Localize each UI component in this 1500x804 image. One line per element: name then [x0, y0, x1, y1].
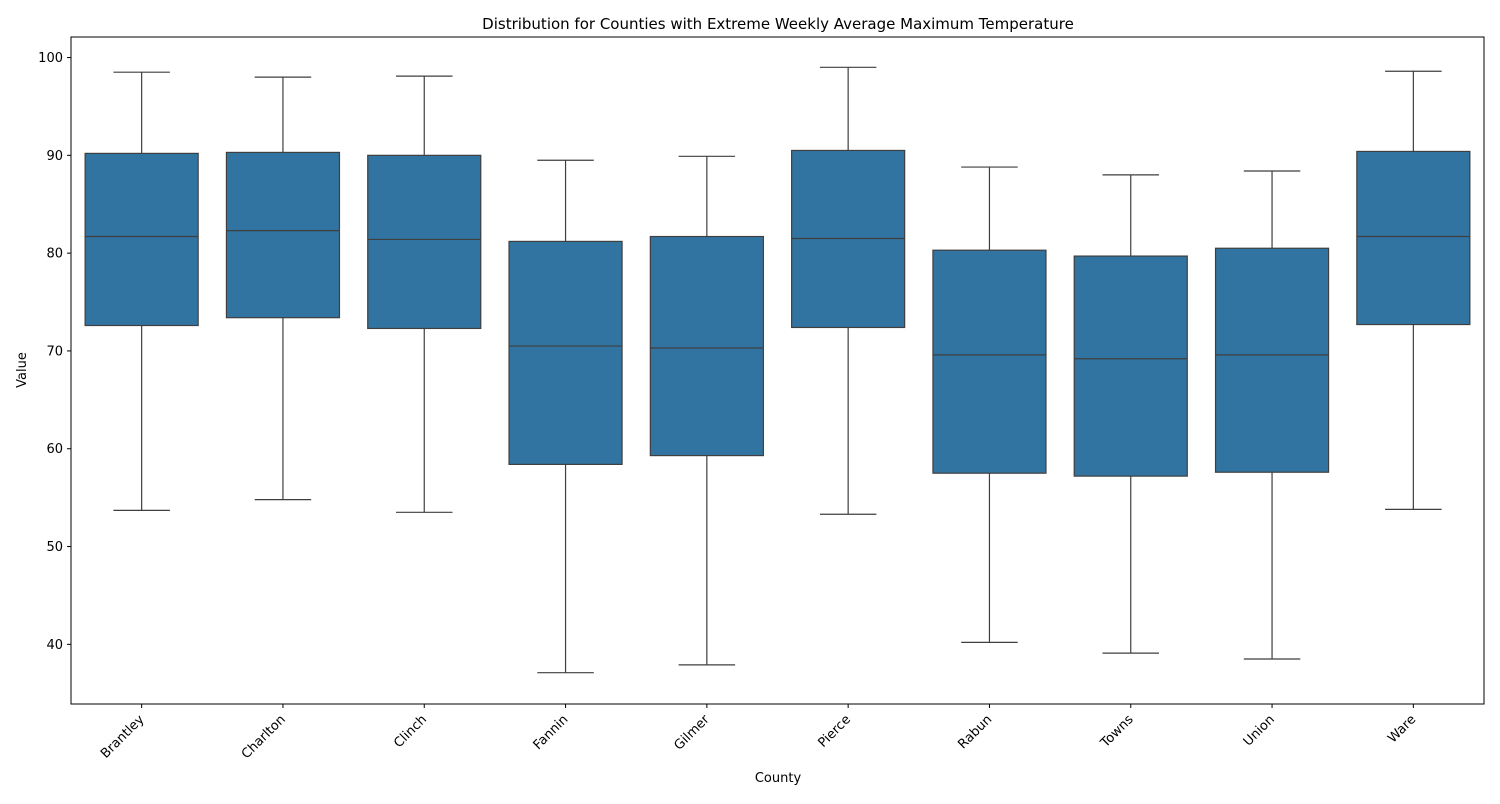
x-tick-label: Clinch	[391, 712, 430, 751]
x-tick-label: Union	[1241, 712, 1278, 749]
iqr-box	[1214, 247, 1330, 473]
iqr-box	[1356, 150, 1471, 326]
x-tick-label: Fannin	[531, 712, 572, 753]
boxes-layer	[84, 66, 1471, 674]
iqr-box	[1073, 255, 1188, 477]
iqr-box	[367, 154, 482, 330]
iqr-box	[649, 235, 764, 457]
box-group-union	[1214, 170, 1330, 660]
x-tick-label: Charlton	[239, 712, 289, 762]
y-tick-label: 40	[46, 638, 63, 653]
box-group-towns	[1073, 174, 1188, 654]
y-tick-label: 50	[46, 540, 63, 555]
y-tick-label: 70	[46, 344, 63, 359]
x-axis: Brantley Charlton Clinch Fannin Gilmer Pierce…	[98, 704, 1419, 762]
box-group-ware	[1356, 70, 1471, 510]
box-group-fannin	[508, 159, 623, 674]
box-group-clinch	[367, 75, 482, 513]
y-tick-label: 90	[46, 149, 63, 164]
x-tick-label: Rabun	[955, 712, 995, 752]
x-tick-label: Ware	[1385, 712, 1419, 746]
y-tick-label: 60	[46, 442, 63, 457]
iqr-box	[932, 249, 1047, 474]
plot-frame	[70, 36, 1485, 705]
x-tick-label: Brantley	[98, 712, 148, 762]
y-tick-label: 80	[46, 247, 63, 262]
iqr-box	[84, 152, 199, 327]
y-axis: 40 50 60 70 80 90 100	[38, 51, 71, 653]
chart-title: Distribution for Counties with Extreme W…	[482, 15, 1074, 33]
x-axis-label: County	[755, 771, 802, 786]
iqr-box	[508, 240, 623, 465]
box-group-rabun	[932, 166, 1047, 643]
y-tick-label: 100	[38, 51, 63, 66]
box-group-brantley	[84, 71, 199, 511]
iqr-box	[225, 151, 341, 319]
x-tick-label: Gilmer	[671, 712, 713, 754]
x-tick-label: Towns	[1097, 712, 1136, 751]
box-group-charlton	[225, 76, 341, 501]
y-axis-label: Value	[15, 352, 30, 388]
x-tick-label: Pierce	[816, 712, 854, 750]
box-group-gilmer	[649, 155, 764, 666]
box-group-pierce	[791, 66, 906, 515]
